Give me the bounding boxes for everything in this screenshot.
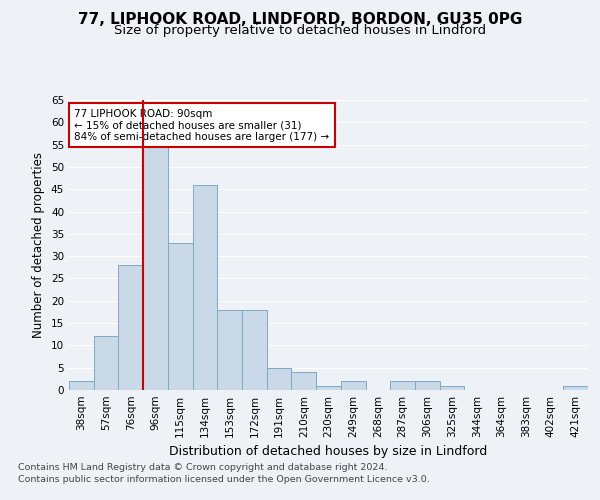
Bar bbox=[563, 386, 588, 390]
Text: Contains HM Land Registry data © Crown copyright and database right 2024.: Contains HM Land Registry data © Crown c… bbox=[18, 462, 388, 471]
Text: Contains public sector information licensed under the Open Government Licence v3: Contains public sector information licen… bbox=[18, 475, 430, 484]
Bar bbox=[292, 372, 316, 390]
Bar bbox=[168, 243, 193, 390]
Bar bbox=[415, 381, 440, 390]
Bar bbox=[217, 310, 242, 390]
Text: 77, LIPHOOK ROAD, LINDFORD, BORDON, GU35 0PG: 77, LIPHOOK ROAD, LINDFORD, BORDON, GU35… bbox=[78, 12, 522, 28]
Bar bbox=[316, 386, 341, 390]
Bar bbox=[242, 310, 267, 390]
Bar bbox=[94, 336, 118, 390]
Bar bbox=[118, 265, 143, 390]
Bar bbox=[267, 368, 292, 390]
Bar bbox=[440, 386, 464, 390]
Bar bbox=[143, 144, 168, 390]
Y-axis label: Number of detached properties: Number of detached properties bbox=[32, 152, 46, 338]
Bar bbox=[69, 381, 94, 390]
Text: 77 LIPHOOK ROAD: 90sqm
← 15% of detached houses are smaller (31)
84% of semi-det: 77 LIPHOOK ROAD: 90sqm ← 15% of detached… bbox=[74, 108, 329, 142]
Bar bbox=[193, 185, 217, 390]
Bar bbox=[390, 381, 415, 390]
Text: Size of property relative to detached houses in Lindford: Size of property relative to detached ho… bbox=[114, 24, 486, 37]
X-axis label: Distribution of detached houses by size in Lindford: Distribution of detached houses by size … bbox=[169, 446, 488, 458]
Bar bbox=[341, 381, 365, 390]
